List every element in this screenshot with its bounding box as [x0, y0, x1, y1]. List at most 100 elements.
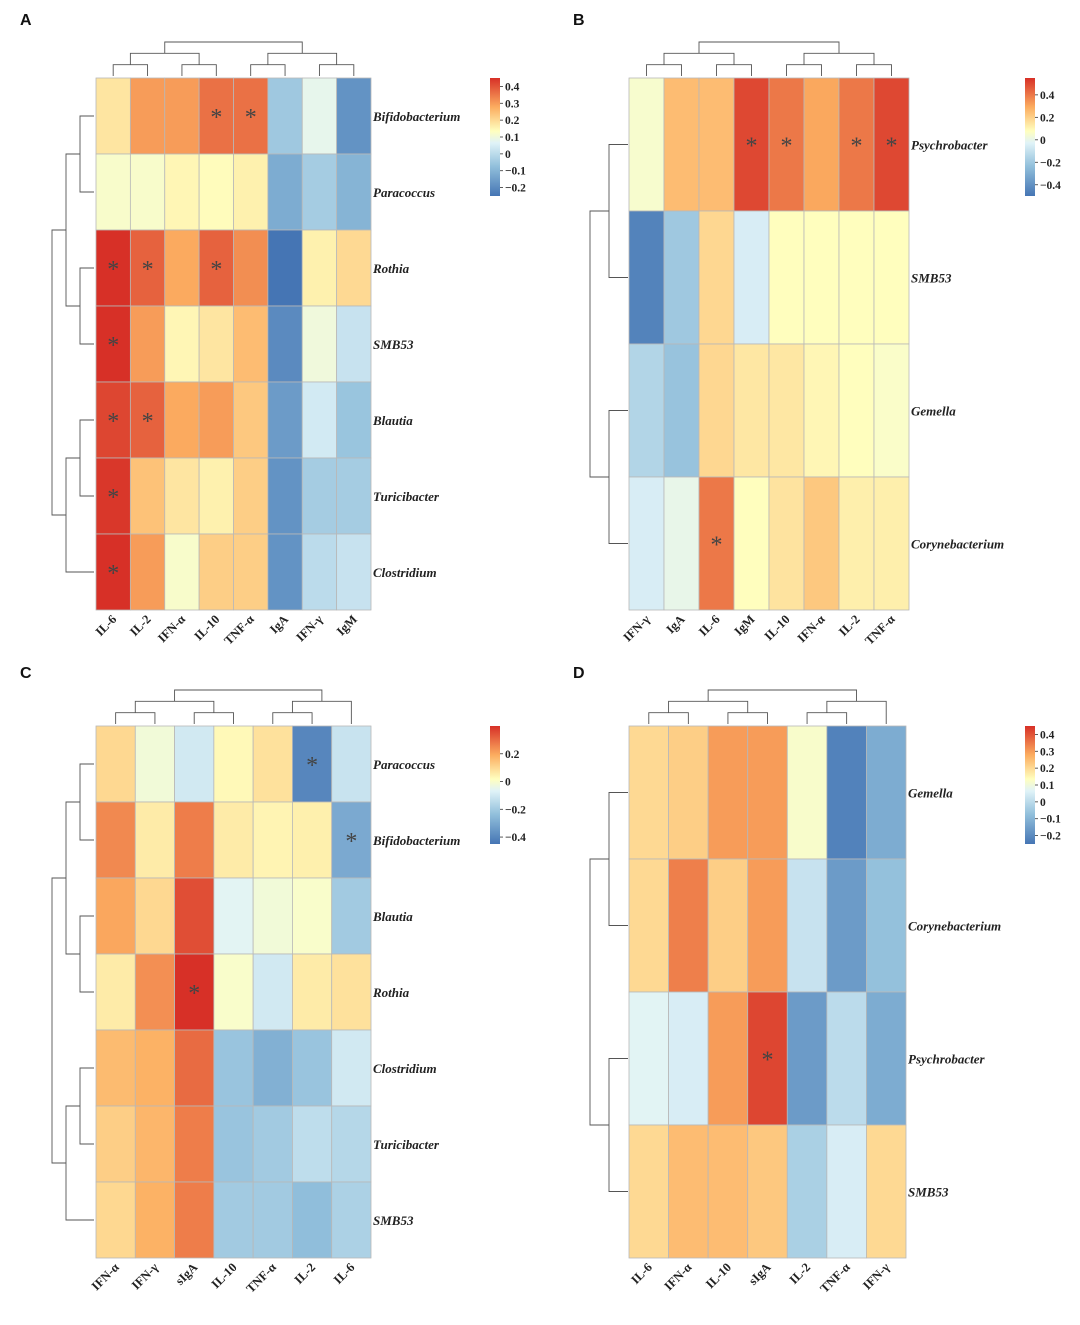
panel-a-col-dendrogram-branch [164, 41, 303, 54]
panel-d-cell [668, 1124, 709, 1259]
panel-c-cell [292, 953, 333, 1031]
panel-b-colorbar-tick-label: 0.4 [1040, 90, 1055, 102]
panel-c-cell [213, 1105, 254, 1183]
panel-c-cell [331, 877, 372, 955]
panel-b-cell [628, 476, 665, 611]
panel-b-col-dendrogram-branch [716, 64, 752, 76]
panel-a-col-dendrogram-branch [129, 52, 200, 65]
panel-b-col-label: IFN-γ [620, 612, 652, 644]
panel-b-cell [803, 476, 840, 611]
panel-a-row-label: SMB53 [373, 337, 414, 352]
panel-c-cell [331, 1029, 372, 1107]
panel-c-cell [292, 877, 333, 955]
panel-c-cell [213, 877, 254, 955]
panel-c-cell [292, 1181, 333, 1259]
panel-label-c: C [20, 665, 32, 682]
panel-a-significance-star: * [142, 409, 154, 435]
panel-a-cell [129, 229, 166, 307]
panel-a-col-label: IL-10 [191, 612, 222, 643]
panel-d-significance-star: * [762, 1048, 774, 1074]
panel-c-col-dendrogram-branch [174, 689, 323, 702]
panel-a-cell [336, 153, 372, 231]
panel-a-cell [336, 77, 372, 155]
panel-c-col-label: IL-2 [292, 1260, 319, 1287]
panel-b-cell [838, 210, 875, 345]
panel-a-colorbar-tick-label: 0.3 [505, 98, 520, 110]
panel-d-col-dendrogram-branch [648, 712, 689, 724]
panel-a-row-dendrogram-branch [79, 419, 94, 497]
panel-a-cell [95, 153, 131, 231]
panel-a-cell [233, 77, 269, 155]
panel-b-significance-star: * [781, 134, 793, 160]
panel-a-col-label: TNF-α [221, 612, 256, 647]
panel-a-cell [129, 533, 166, 611]
panel-d-cell [866, 725, 907, 860]
panel-c-cell [252, 877, 293, 955]
panel-a-significance-star: * [107, 561, 119, 587]
panel-a-colorbar [490, 78, 500, 196]
panel-c-col-label: IL-10 [209, 1260, 240, 1291]
panel-label-d: D [573, 665, 585, 682]
panel-a-cell [198, 533, 234, 611]
panel-a-cell [267, 457, 303, 535]
panel-c-col-dendrogram-branch [272, 712, 313, 724]
panel-a-significance-star: * [210, 257, 222, 283]
panel-c-cell [213, 953, 254, 1031]
panel-a-cell [267, 533, 303, 611]
panel-c-cell [174, 1029, 215, 1107]
panel-c-colorbar-tick-label: 0 [505, 777, 511, 789]
panel-c-cell [331, 1105, 372, 1183]
panel-c-row-dendrogram-branch [79, 915, 94, 993]
panel-b-col-label: IgM [732, 612, 758, 638]
panel-c-cell [134, 1029, 175, 1107]
panel-c-cell [252, 1029, 293, 1107]
panel-d-col-label: IFN-α [661, 1260, 694, 1293]
panel-c-cell [95, 1029, 136, 1107]
panel-d-colorbar-tick-label: −0.2 [1040, 831, 1061, 843]
panel-b-cell [873, 343, 910, 478]
panel-a-colorbar-tick-label: 0 [505, 149, 511, 161]
panel-d-cell [747, 725, 788, 860]
panel-b-cell [733, 343, 770, 478]
panel-d-cell [747, 1124, 788, 1259]
panel-c-col-dendrogram-branch [193, 712, 234, 724]
panel-c-col-label: TNF-α [243, 1260, 278, 1295]
panel-d-cell [866, 1124, 907, 1259]
panel-a-col-dendrogram-branch [318, 64, 355, 76]
panel-b-cell [698, 343, 735, 478]
panel-a-cell [301, 77, 338, 155]
panel-c-colorbar-tick-label: −0.2 [505, 804, 526, 816]
panel-b-cell [698, 77, 735, 212]
panel-c-heatmap: * * * Paracoccus Bifidobacterium Blautia Rothi… [51, 689, 526, 1296]
panel-d-cell [786, 1124, 828, 1259]
panel-a-significance-star: * [210, 105, 222, 131]
panel-c-cell [174, 801, 215, 879]
panel-c-cell [331, 801, 372, 879]
panel-b-cell [663, 343, 700, 478]
panel-a-cell [233, 533, 269, 611]
panel-a-col-label: IgM [334, 612, 360, 638]
panel-a-row-dendrogram-branch [51, 229, 66, 516]
panel-c-cell [331, 1181, 372, 1259]
panel-b-cell [768, 343, 805, 478]
panel-c-row-label: Blautia [372, 909, 413, 924]
panel-d-cell [628, 1124, 669, 1259]
panel-c-cell [95, 877, 136, 955]
panel-a-row-label: Rothia [372, 261, 410, 276]
panel-a-significance-star: * [142, 257, 154, 283]
panel-c-col-dendrogram-branch [134, 700, 215, 713]
panel-c-significance-star: * [306, 753, 318, 779]
panel-a-cell [301, 153, 338, 231]
panel-c-cell [292, 1029, 333, 1107]
panel-c-col-label: IFN-γ [129, 1260, 161, 1292]
panel-b-cell [698, 476, 735, 611]
panel-c-cell [331, 725, 372, 803]
panel-b-row-dendrogram-branch [608, 410, 628, 544]
panel-c-cell [252, 801, 293, 879]
panel-d-col-label: IL-2 [787, 1260, 814, 1287]
panel-a-cell [267, 77, 303, 155]
panel-a-colorbar-tick-label: −0.2 [505, 183, 526, 195]
panel-a-cell [164, 305, 200, 383]
panel-d-colorbar-tick-label: 0.3 [1040, 746, 1055, 758]
